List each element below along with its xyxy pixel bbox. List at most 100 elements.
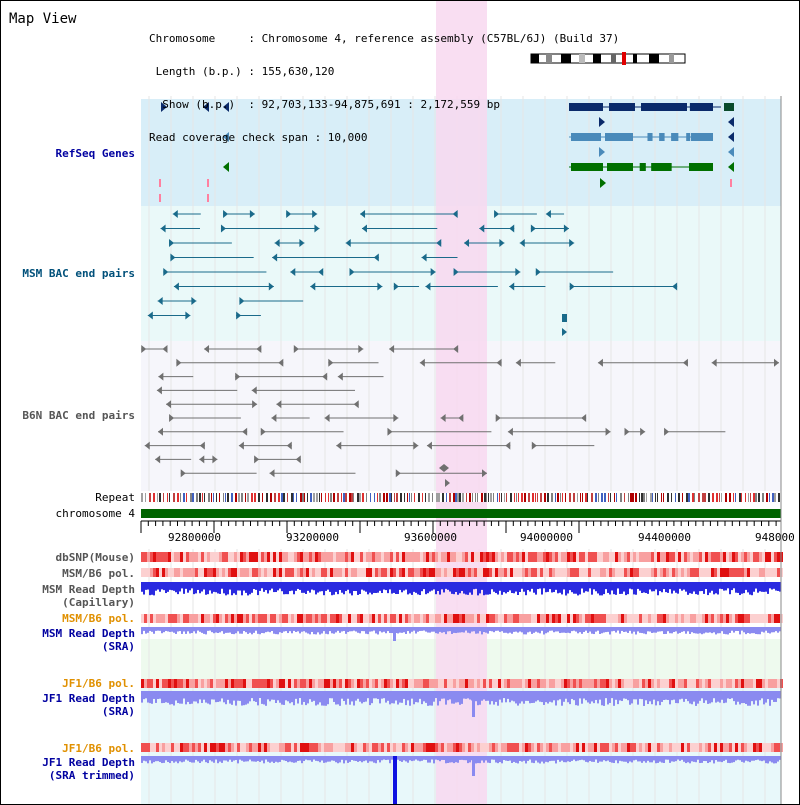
- repeat-segment: [169, 493, 170, 502]
- repeat-segment: [667, 493, 669, 502]
- jf1-pol-cell: [594, 679, 597, 688]
- refseq-genes-label[interactable]: RefSeq Genes: [55, 147, 135, 160]
- msm-pol2-cell: [399, 614, 402, 623]
- msm-pol-cell: [300, 568, 303, 577]
- jf1-pol2-cell: [204, 743, 207, 752]
- gene-exon: [657, 163, 663, 171]
- jf1-pol-cell: [387, 679, 390, 688]
- jf1-pol-cell: [417, 679, 420, 688]
- gene-block: [641, 103, 687, 111]
- b6n-bac-arrow: [413, 441, 419, 450]
- msm-bac-arrow: [239, 297, 245, 305]
- repeat-segment: [535, 493, 536, 502]
- msm-cap-depth-bar: [325, 582, 327, 591]
- jf1-trim-depth-label[interactable]: JF1 Read Depth (SRA trimmed): [1, 756, 135, 782]
- msm-sra-depth-bar: [431, 627, 433, 632]
- repeat-segment: [573, 493, 575, 502]
- msm-bac-arrow: [220, 224, 226, 233]
- dbsnp-cell: [666, 552, 669, 562]
- jf1-pol-cell: [723, 679, 726, 688]
- gene-block: [689, 163, 713, 171]
- msm-sra-depth-bar: [709, 627, 711, 633]
- msm-cap-depth-bar: [663, 582, 665, 590]
- msm-pol-label-1[interactable]: MSM/B6 pol.: [62, 567, 135, 580]
- chromosome-bar[interactable]: [141, 509, 781, 518]
- msm-cap-depth-bar: [189, 582, 191, 591]
- msm-sra-depth-bar: [629, 627, 631, 631]
- jf1-sra-depth-bar: [309, 691, 311, 700]
- dbsnp-cell: [594, 552, 597, 562]
- refseq-gene-features[interactable]: [159, 102, 734, 202]
- jf1-sra-depth-bar: [291, 691, 293, 703]
- jf1-sra-depth-bar: [591, 691, 593, 702]
- jf1-trim-depth-bar: [721, 756, 723, 763]
- jf1-trim-depth-bar: [143, 756, 145, 761]
- msm-cap-depth-bar: [339, 582, 341, 591]
- jf1-sra-depth-bar: [651, 691, 653, 705]
- msm-cap-depth-bar: [771, 582, 773, 590]
- jf1-trim-depth-bar: [669, 756, 671, 763]
- msm-sra-depth-bar: [753, 627, 755, 634]
- msm-bac-pairs[interactable]: [147, 210, 678, 336]
- jf1-pol-label-1[interactable]: JF1/B6 pol.: [62, 677, 135, 690]
- msm-pol2-cell: [396, 614, 399, 623]
- msm-bac-label[interactable]: MSM BAC end pairs: [22, 267, 135, 280]
- dbsnp-cell: [522, 552, 525, 562]
- msm-bac-arrow: [519, 239, 525, 247]
- msm-pol2-cell: [279, 614, 282, 623]
- selected-region-highlight[interactable]: [436, 1, 487, 805]
- jf1-sra-depth-bar: [197, 691, 199, 704]
- msm-sra-depth-bar: [719, 627, 721, 634]
- jf1-pol2-cell: [546, 743, 549, 752]
- msm-cap-depth-bar: [655, 582, 657, 590]
- msm-cap-depth-bar: [407, 582, 409, 595]
- msm-cap-depth-bar: [647, 582, 649, 594]
- jf1-pol2-cell: [351, 743, 354, 752]
- msm-sra-depth-bar: [281, 627, 283, 633]
- msm-sra-depth-label[interactable]: MSM Read Depth (SRA): [1, 627, 135, 653]
- repeat-segment: [741, 493, 742, 502]
- msm-sra-depth-bar: [399, 627, 401, 633]
- msm-pol2-cell: [381, 614, 384, 623]
- repeat-segment: [758, 493, 760, 502]
- jf1-sra-depth-bar: [407, 691, 409, 701]
- dbsnp-cell: [543, 552, 546, 562]
- msm-pol2-cell: [726, 614, 729, 623]
- msm-cap-depth-bar: [461, 582, 463, 591]
- jf1-pol2-cell: [213, 743, 216, 752]
- coverage-tracks[interactable]: [141, 552, 783, 804]
- b6n-bac-pairs[interactable]: [141, 345, 779, 487]
- jf1-sra-depth-bar: [587, 691, 589, 703]
- msm-pol-cell: [258, 568, 261, 577]
- dbsnp-label[interactable]: dbSNP(Mouse): [55, 551, 135, 564]
- repeat-segment: [514, 493, 515, 502]
- jf1-pol2-cell: [198, 743, 201, 752]
- jf1-pol2-cell: [681, 743, 684, 752]
- jf1-sra-depth-bar: [643, 691, 645, 706]
- jf1-pol-cell: [345, 679, 348, 688]
- msm-pol2-cell: [477, 614, 480, 623]
- dbsnp-cell: [705, 552, 708, 562]
- jf1-pol2-cell: [591, 743, 594, 752]
- jf1-sra-depth-bar: [631, 691, 633, 704]
- repeat-track-bar[interactable]: [141, 493, 781, 502]
- b6n-bac-label[interactable]: B6N BAC end pairs: [22, 409, 135, 422]
- msm-sra-depth-bar: [491, 627, 493, 632]
- jf1-sra-depth-bar: [629, 691, 631, 705]
- repeat-segment: [562, 493, 563, 502]
- msm-sra-depth-bar: [521, 627, 523, 633]
- msm-pol-cell: [546, 568, 549, 577]
- jf1-pol2-cell: [441, 743, 444, 752]
- b6n-bac-arrow: [293, 345, 299, 353]
- dbsnp-cell: [525, 552, 528, 562]
- jf1-sra-depth-bar: [617, 691, 619, 705]
- msm-sra-depth-bar: [721, 627, 723, 632]
- jf1-pol-label-2[interactable]: JF1/B6 pol.: [62, 742, 135, 755]
- msm-pol-cell: [693, 568, 696, 577]
- jf1-sra-depth-label[interactable]: JF1 Read Depth (SRA): [1, 692, 135, 718]
- jf1-trim-depth-bar: [517, 756, 519, 764]
- chromosome-ideogram[interactable]: [530, 52, 686, 65]
- msm-cap-depth-label[interactable]: MSM Read Depth (Capillary): [1, 583, 135, 609]
- msm-pol-label-2[interactable]: MSM/B6 pol.: [62, 612, 135, 625]
